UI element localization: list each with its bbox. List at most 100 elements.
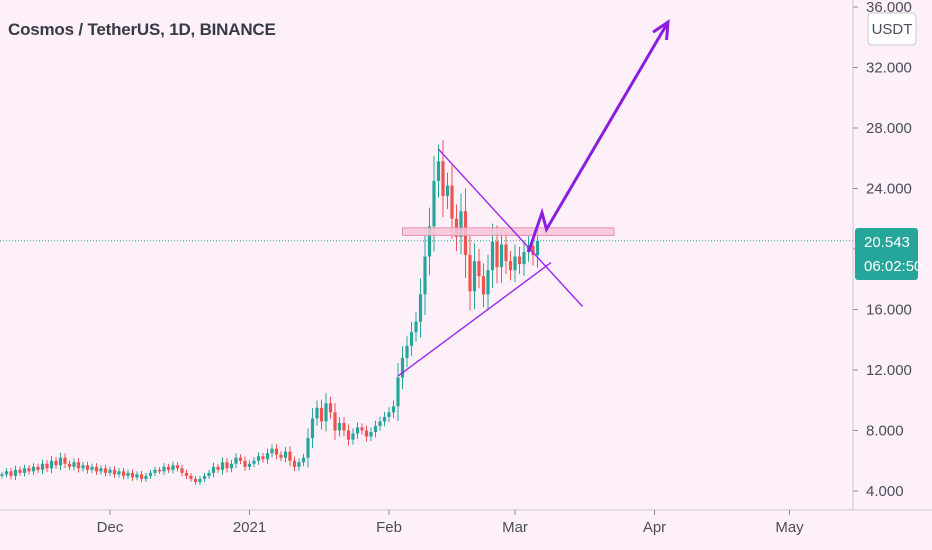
candle: [99, 465, 103, 475]
candle: [423, 235, 427, 315]
candle: [481, 263, 486, 308]
candle-body: [274, 448, 279, 455]
candle-body: [450, 185, 454, 219]
candle: [72, 458, 76, 471]
candle-body: [315, 407, 319, 419]
candle: [436, 144, 441, 198]
candle-body: [216, 466, 220, 470]
candle-body: [369, 432, 373, 437]
candle-body: [522, 252, 526, 265]
candle-body: [157, 469, 162, 472]
candle-body: [535, 240, 540, 256]
candle: [261, 452, 265, 463]
candle: [265, 448, 270, 464]
candle-body: [418, 294, 423, 322]
candle-body: [45, 463, 49, 469]
candle: [279, 451, 283, 462]
currency-badge-label[interactable]: USDT: [872, 21, 913, 38]
candle: [189, 473, 193, 482]
candle: [81, 462, 85, 472]
candle: [337, 417, 342, 437]
candle: [166, 463, 171, 473]
candle-body: [292, 460, 297, 467]
candle-body: [396, 377, 400, 407]
candle-body: [166, 466, 171, 470]
candle: [243, 456, 247, 472]
candle-body: [427, 226, 432, 257]
candle-body: [189, 475, 193, 479]
candle: [202, 472, 207, 482]
candle-body: [112, 469, 117, 475]
candle-body: [477, 261, 481, 277]
candle-body: [238, 457, 243, 461]
candle: [355, 422, 360, 439]
candle: [373, 420, 378, 438]
candle-body: [436, 161, 441, 181]
candle-body: [153, 469, 157, 473]
candle: [67, 460, 72, 470]
triangle-lower-line: [397, 262, 552, 377]
candle: [450, 165, 454, 239]
candle: [292, 456, 297, 472]
candle: [207, 469, 211, 479]
candle: [324, 393, 328, 432]
candle: [486, 254, 490, 310]
candle: [148, 469, 153, 479]
candle: [126, 469, 130, 479]
candle-body: [342, 422, 346, 431]
candle-body: [319, 407, 324, 422]
last-price-value: 20.543: [864, 234, 910, 251]
projection-arrow: [527, 21, 670, 253]
candle: [360, 423, 364, 435]
currency-badge[interactable]: USDT: [867, 12, 917, 46]
candle-body: [126, 472, 130, 476]
candle: [229, 459, 234, 473]
candle: [315, 400, 319, 426]
candle: [63, 453, 67, 469]
candle-body: [265, 453, 270, 460]
candle-body: [495, 241, 499, 268]
candle: [144, 472, 148, 482]
candle-body: [472, 261, 477, 292]
candle-body: [364, 430, 369, 437]
candle: [252, 457, 256, 468]
candle: [396, 363, 400, 421]
candle-body: [355, 427, 360, 434]
candle-body: [72, 462, 76, 467]
candle: [477, 248, 481, 289]
candle: [18, 466, 22, 476]
y-tick-label: 32.000: [866, 60, 912, 77]
candle-body: [310, 418, 315, 439]
candle-body: [225, 462, 229, 469]
candle-body: [81, 465, 85, 469]
y-tick-label: 36.000: [866, 0, 912, 16]
candle-body: [9, 471, 13, 476]
candle-body: [184, 472, 189, 476]
candle: [328, 396, 333, 420]
candle: [193, 476, 198, 485]
candle-body: [229, 463, 234, 469]
candle: [94, 463, 99, 475]
candle-body: [382, 416, 387, 422]
candle-body: [531, 245, 535, 256]
candle-body: [0, 474, 4, 476]
candle-body: [243, 460, 247, 467]
candle-body: [517, 256, 522, 265]
y-tick-label: 28.000: [866, 120, 912, 137]
candle: [13, 465, 18, 481]
candle-body: [333, 412, 337, 431]
x-tick-label: 2021: [233, 519, 266, 536]
candle: [445, 172, 450, 209]
projection-arrow-head: [652, 19, 670, 41]
candle-body: [139, 474, 144, 479]
candle: [234, 453, 238, 469]
last-price-badge-box: [855, 228, 918, 280]
candle-body: [490, 241, 495, 271]
candle-body: [99, 468, 103, 472]
x-tick-label: Feb: [376, 519, 402, 536]
candle: [171, 461, 175, 474]
candle-body: [108, 469, 112, 473]
candle-body: [121, 471, 126, 476]
